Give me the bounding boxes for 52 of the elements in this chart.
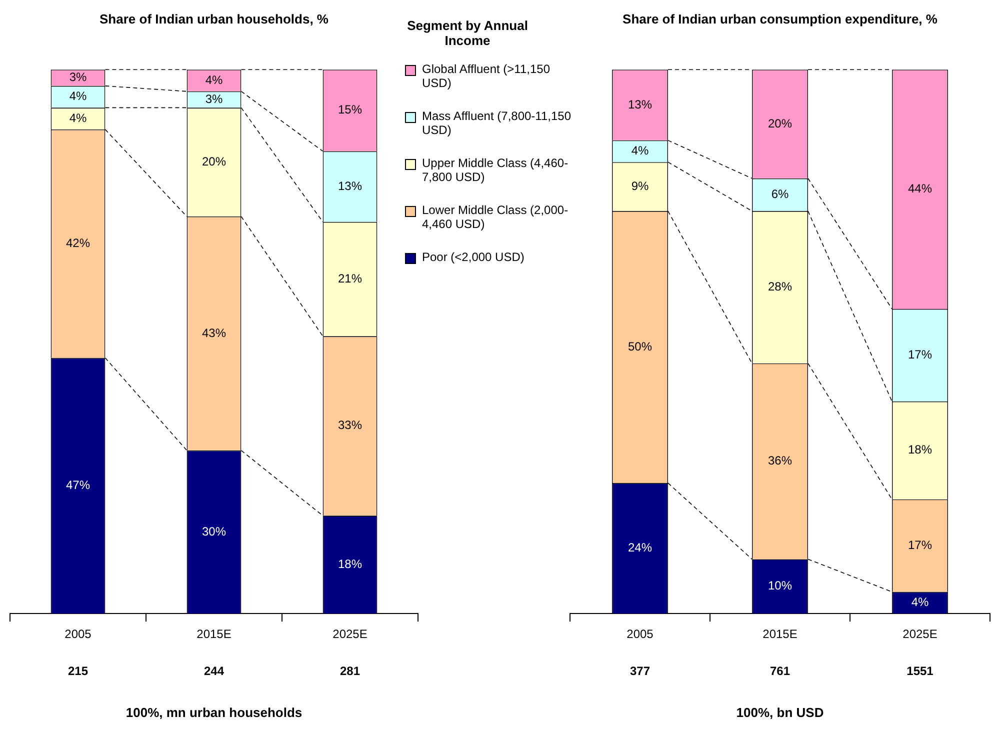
chart-title: Share of Indian urban consumption expenditure, % (622, 11, 938, 26)
data-label: 28% (768, 280, 792, 294)
legend-label: Upper Middle Class (4,460-7,800 USD) (422, 156, 570, 184)
data-label: 4% (911, 595, 929, 610)
x-axis-title: 100%, bn USD (736, 705, 824, 720)
x-axis-title: 100%, mn urban households (126, 705, 302, 720)
data-label: 4% (631, 144, 649, 158)
legend-label: Mass Affluent (7,800-11,150 USD) (422, 109, 572, 137)
data-label: 3% (205, 92, 223, 106)
legend-label: Lower Middle Class (2,000-4,460 USD) (422, 203, 570, 231)
text: 761 (770, 664, 790, 678)
data-label: 30% (202, 524, 226, 538)
x-tick-label: 2025E (332, 627, 368, 642)
text: 377 (630, 664, 650, 678)
data-label: 43% (202, 326, 226, 340)
data-label: 33% (338, 418, 362, 432)
data-label: 4% (205, 72, 223, 87)
data-label: 20% (768, 116, 792, 130)
data-label: 13% (338, 178, 362, 193)
data-label: 18% (338, 556, 362, 571)
data-label: 20% (202, 154, 226, 168)
data-label: 44% (908, 182, 932, 196)
x-tick-label: 2015E (762, 627, 798, 642)
data-label: 15% (338, 102, 362, 117)
x-tick-label: 2005 (64, 627, 92, 642)
data-label: 50% (628, 339, 652, 354)
x-tick-label: 2005 (626, 627, 654, 642)
legend-label: Poor (<2,000 USD) (422, 250, 524, 264)
data-label: 17% (908, 538, 932, 552)
data-label: 6% (771, 187, 789, 202)
data-label: 3% (69, 70, 87, 84)
x-tick-label: 2015E (196, 627, 232, 642)
text: 281 (340, 664, 360, 678)
x-tick-label: 2025E (902, 627, 938, 642)
data-label: 10% (768, 578, 792, 593)
data-label: 4% (69, 110, 87, 125)
data-label: 17% (908, 348, 932, 362)
data-label: 47% (66, 478, 90, 492)
data-label: 24% (628, 540, 652, 555)
data-label: 36% (768, 454, 792, 468)
data-label: 9% (631, 178, 649, 193)
data-label: 13% (628, 97, 652, 112)
text: 215 (68, 664, 88, 678)
legend-title: Segment by Annual Income (406, 18, 529, 48)
data-label: 4% (69, 89, 87, 104)
data-label: 42% (66, 236, 90, 250)
text: 1551 (906, 664, 934, 678)
data-label: 18% (908, 442, 932, 457)
chart-title: Share of Indian urban households, % (100, 11, 329, 26)
text: 244 (204, 664, 224, 678)
data-label: 21% (338, 271, 362, 286)
legend-label: Global Affluent (>11,150 USD) (422, 62, 551, 90)
